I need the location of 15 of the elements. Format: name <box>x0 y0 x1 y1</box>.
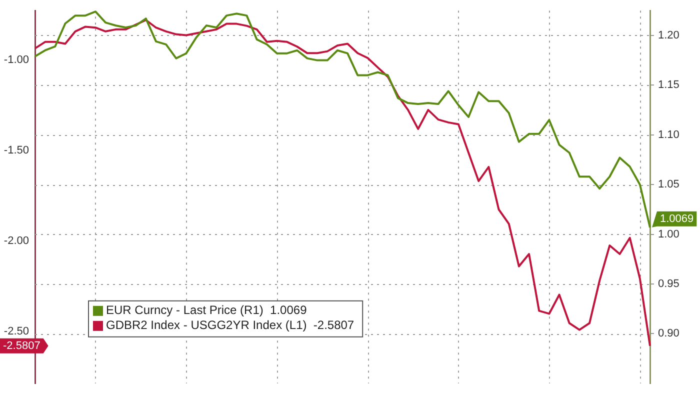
legend-label: GDBR2 Index - USGG2YR Index (L1) -2.5807 <box>106 318 354 332</box>
y2-tick-label: 1.05 <box>658 178 680 191</box>
y-tick-label: -2.50 <box>4 325 29 338</box>
y2-tick-label: 1.20 <box>658 29 680 42</box>
y2-tick-label: 0.90 <box>658 328 680 340</box>
annotation: -2.5807 <box>3 340 40 352</box>
legend-label: EUR Curncy - Last Price (R1) 1.0069 <box>106 303 308 318</box>
y2-tick-label: 0.95 <box>658 278 680 290</box>
text: 1.0069 <box>660 212 694 225</box>
y2-tick-label: 1.15 <box>658 79 680 92</box>
y-tick-label: -1.00 <box>4 54 29 66</box>
y-tick-label: -2.00 <box>4 234 29 247</box>
y-tick-label: -1.50 <box>4 144 29 156</box>
y2-tick-label: 1.10 <box>658 128 680 141</box>
y2-tick-label: 1.00 <box>658 228 680 240</box>
